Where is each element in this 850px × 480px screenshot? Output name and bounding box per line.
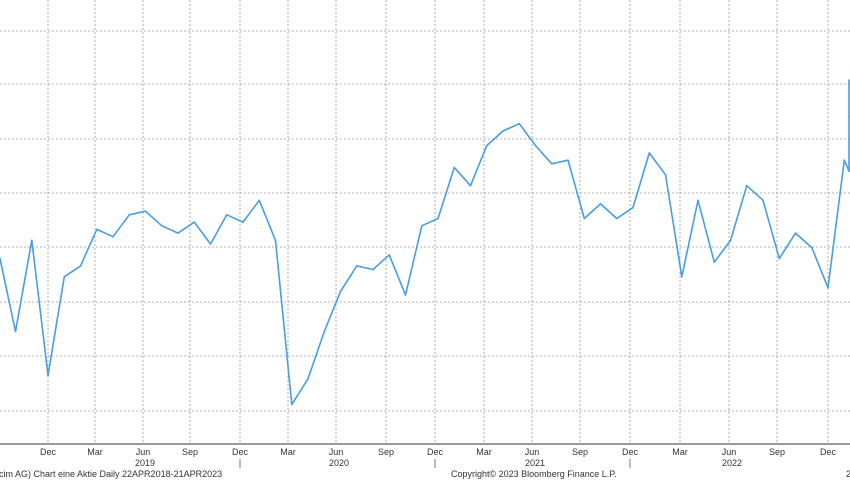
price-point xyxy=(811,246,813,249)
price-point xyxy=(14,330,17,333)
price-point xyxy=(794,232,797,234)
chart-grid xyxy=(0,0,850,444)
price-point xyxy=(599,203,602,205)
year-tick-label: 2022 xyxy=(722,458,742,468)
price-point xyxy=(161,225,163,227)
price-point xyxy=(339,290,342,293)
price-point xyxy=(664,174,667,176)
price-point xyxy=(0,257,1,260)
price-point xyxy=(681,276,683,278)
month-tick-label: Mar xyxy=(280,447,296,457)
price-point xyxy=(616,217,618,220)
price-point xyxy=(518,122,521,125)
price-point xyxy=(31,239,33,242)
price-point xyxy=(226,214,228,216)
price-point xyxy=(356,265,358,267)
price-point xyxy=(388,254,391,256)
month-tick-label: Dec xyxy=(232,447,249,457)
price-point xyxy=(583,217,586,220)
footer-copyright: Copyright© 2023 Bloomberg Finance L.P. xyxy=(451,469,617,479)
month-tick-label: Mar xyxy=(672,447,688,457)
price-point xyxy=(827,286,829,289)
price-point xyxy=(63,276,66,278)
x-axis-ticks: Dec Mar Jun Sep Dec Mar Jun Sep Dec Mar Jun Sep Dec M… xyxy=(40,447,837,468)
month-tick-label: Dec xyxy=(40,447,57,457)
price-point xyxy=(843,159,846,161)
price-point xyxy=(502,130,504,132)
footer-right: 2 xyxy=(846,469,850,479)
price-point xyxy=(848,170,850,172)
price-point xyxy=(567,159,569,161)
price-point xyxy=(144,210,147,212)
price-point xyxy=(486,144,488,147)
month-tick-label: Sep xyxy=(182,447,198,457)
price-point xyxy=(746,184,748,187)
price-point xyxy=(648,152,651,154)
year-tick-label: 2021 xyxy=(525,458,545,468)
price-point xyxy=(632,206,634,209)
price-point xyxy=(421,225,423,227)
price-point xyxy=(323,330,326,333)
price-point xyxy=(372,268,374,271)
price-point xyxy=(469,184,472,187)
price-point xyxy=(242,221,244,223)
price-series-line xyxy=(0,80,850,406)
price-point xyxy=(274,239,277,242)
price-point xyxy=(96,228,98,231)
month-tick-label: Jun xyxy=(329,447,344,457)
price-point xyxy=(762,199,764,202)
price-point xyxy=(729,239,732,242)
price-point xyxy=(778,257,781,260)
price-point xyxy=(177,232,179,234)
month-tick-label: Sep xyxy=(378,447,394,457)
month-tick-label: Jun xyxy=(525,447,540,457)
month-tick-label: Dec xyxy=(622,447,639,457)
month-tick-label: Dec xyxy=(820,447,837,457)
price-point xyxy=(79,265,82,267)
month-tick-label: Jun xyxy=(136,447,151,457)
price-point xyxy=(47,374,49,377)
price-point xyxy=(209,243,212,245)
price-point xyxy=(697,199,699,202)
price-point xyxy=(258,199,261,202)
month-tick-label: Mar xyxy=(476,447,492,457)
price-point xyxy=(848,115,850,118)
price-points xyxy=(0,79,850,406)
month-tick-label: Sep xyxy=(769,447,785,457)
price-point xyxy=(404,294,407,296)
price-point xyxy=(551,163,553,165)
price-point xyxy=(437,217,439,220)
price-point xyxy=(291,403,293,406)
price-point xyxy=(112,235,114,238)
year-tick-label: 2020 xyxy=(329,458,349,468)
month-tick-label: Dec xyxy=(427,447,444,457)
price-point xyxy=(453,166,456,169)
price-point xyxy=(128,214,131,216)
month-tick-label: Mar xyxy=(87,447,103,457)
price-point xyxy=(534,144,537,147)
price-point xyxy=(307,378,309,380)
footer-left: cim AG) Chart eine Aktie Daily 22APR2018… xyxy=(0,469,223,479)
price-point xyxy=(193,221,196,223)
price-point xyxy=(848,79,850,81)
month-tick-label: Jun xyxy=(722,447,737,457)
month-tick-label: Sep xyxy=(572,447,588,457)
year-tick-label: 2019 xyxy=(135,458,155,468)
price-point xyxy=(713,261,716,264)
